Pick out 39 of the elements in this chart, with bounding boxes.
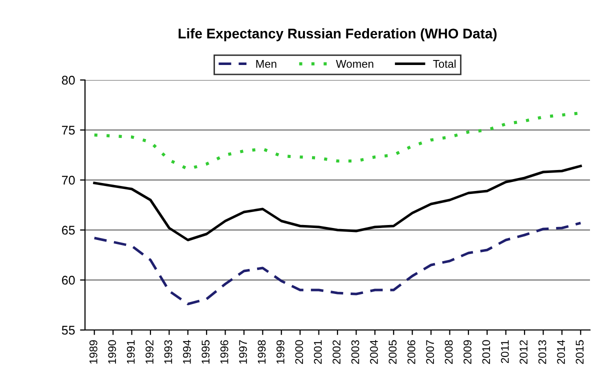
x-tick-label: 2001 [314,340,322,364]
line-series [93,164,582,242]
x-tick-label: 2004 [370,340,378,364]
x-tick-label: 2000 [295,340,304,364]
y-tick-label: 60 [62,276,75,285]
x-tick-label: 1996 [220,340,228,364]
x-tick-label: 1995 [202,340,210,364]
x-tick-label: 2009 [464,340,472,364]
y-tick-label: 70 [62,176,75,185]
x-tick-label: 1998 [258,340,266,364]
x-tick-label: 2014 [557,340,565,364]
x-tick-label: 2012 [520,340,528,364]
x-tick-label: 1999 [276,340,284,364]
x-tick-label: 2006 [407,340,416,364]
legend-label: Women [336,60,374,68]
x-tick-label: 2002 [332,340,340,364]
line-series [93,222,582,306]
y-tick-label: 55 [62,326,75,335]
x-tick-label: 2008 [444,340,453,364]
x-tick-label: 2007 [426,340,434,364]
x-tick-label: 1990 [108,340,116,364]
x-tick-label: 1991 [126,340,135,364]
x-tick-label: 2013 [538,340,546,364]
y-tick-label: 80 [62,76,75,85]
x-tick-label: 2011 [500,340,509,364]
x-tick-label: 1994 [182,340,191,364]
legend-label: Total [433,60,456,68]
y-tick-label: 65 [62,226,75,235]
legend-label: Men [256,60,276,68]
chart-title: Life Expectancy Russian Federation (WHO Data) [178,28,497,42]
x-tick-label: 2003 [351,340,360,364]
x-tick-label: 2015 [576,340,584,364]
x-tick-label: 1989 [89,340,98,364]
x-tick-label: 1992 [146,340,154,364]
x-tick-label: 1997 [239,340,247,364]
y-tick-label: 75 [62,126,75,135]
x-tick-label: 1993 [164,340,172,364]
x-tick-label: 2010 [482,340,490,364]
x-tick-label: 2005 [388,340,397,364]
